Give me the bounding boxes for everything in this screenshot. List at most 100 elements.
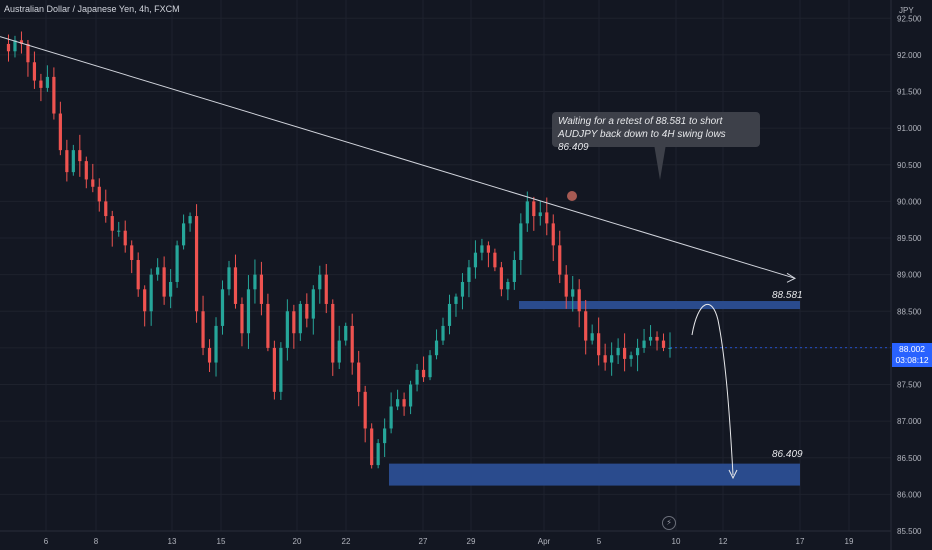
current-price-tag: 88.002 03:08:12 — [892, 343, 932, 367]
x-tick-label: 6 — [44, 537, 49, 546]
candle-body — [298, 303, 302, 334]
trendline-arrowhead — [786, 272, 797, 283]
y-tick-label: 85.500 — [897, 527, 922, 536]
candle-body — [259, 274, 264, 304]
y-tick-label: 91.000 — [897, 124, 922, 133]
candle-body — [357, 362, 361, 392]
callout-pointer — [654, 144, 666, 180]
candle-body — [499, 267, 503, 290]
candle-body — [253, 274, 257, 290]
candle-body — [603, 355, 607, 363]
trendline[interactable] — [0, 36, 797, 283]
candle-body — [117, 230, 121, 232]
candle-body — [350, 325, 354, 363]
markers — [567, 191, 577, 201]
y-tick-label: 86.500 — [897, 454, 922, 463]
candle-body — [584, 311, 588, 341]
candle-body — [396, 399, 400, 407]
y-tick-label: 89.500 — [897, 234, 922, 243]
x-tick-label: 5 — [597, 537, 602, 546]
candle-body — [668, 347, 672, 349]
candle-body — [279, 347, 283, 392]
candle-body — [538, 212, 542, 217]
projection-arrow[interactable] — [691, 303, 738, 480]
candle-body — [292, 311, 296, 334]
candle-body — [337, 340, 341, 363]
candle-body — [136, 260, 140, 290]
candle-body — [39, 80, 43, 88]
candle-body — [272, 347, 276, 392]
candle-body — [389, 406, 393, 429]
candle-body — [207, 347, 212, 363]
candle-body — [635, 347, 640, 356]
y-tick-label: 87.000 — [897, 417, 922, 426]
candle-body — [240, 303, 244, 334]
grid-lines — [0, 0, 891, 532]
candle-body — [545, 212, 549, 224]
x-tick-label: 15 — [217, 537, 226, 546]
candle-body — [78, 150, 82, 162]
candle-body — [441, 325, 445, 341]
candle-body — [311, 289, 315, 319]
x-tick-label: 29 — [467, 537, 476, 546]
candles — [6, 31, 891, 469]
candle-body — [480, 245, 484, 253]
candle-body — [181, 223, 186, 246]
candle-body — [460, 281, 465, 297]
candle-body — [629, 355, 633, 359]
candle-body — [597, 333, 601, 356]
time-axis[interactable]: 6 8 13 15 20 22 27 29 Apr 5 10 12 17 19 — [44, 537, 854, 546]
support-label: 86.409 — [772, 449, 803, 460]
candle-body — [434, 340, 439, 356]
x-tick-label: 12 — [719, 537, 728, 546]
candle-body — [6, 43, 11, 52]
projection-arrowhead — [728, 469, 738, 480]
x-tick-label: 27 — [419, 537, 428, 546]
candle-body — [214, 325, 218, 363]
candle-body — [305, 303, 309, 319]
candle-body — [610, 355, 614, 363]
candle-body — [318, 274, 322, 290]
candle-body — [370, 428, 374, 466]
resistance-zone — [519, 301, 800, 310]
candle-body — [661, 340, 666, 348]
candle-body — [648, 336, 653, 341]
candle-body — [162, 267, 166, 297]
y-tick-label: 91.500 — [897, 88, 922, 97]
candle-body — [564, 274, 568, 297]
candle-body — [65, 150, 69, 173]
candle-body — [408, 384, 413, 407]
projection-curve — [691, 303, 734, 476]
candle-body — [532, 201, 536, 217]
candle-body — [590, 333, 594, 341]
chart-title: Australian Dollar / Japanese Yen, 4h, FX… — [4, 4, 180, 14]
candle-body — [402, 399, 406, 407]
lightning-icon[interactable]: ⚡ — [662, 516, 676, 530]
y-tick-label: 88.500 — [897, 307, 922, 316]
x-tick-label: 13 — [168, 537, 177, 546]
candle-body — [415, 369, 419, 385]
price-axis[interactable]: 92.500 92.000 91.500 91.000 90.500 90.000 89.5… — [897, 14, 922, 536]
candle-body — [454, 296, 458, 304]
candle-body — [642, 340, 646, 348]
candle-body — [285, 311, 289, 348]
y-tick-label: 92.500 — [897, 14, 922, 23]
currency-label: JPY — [899, 6, 914, 15]
zones — [389, 301, 800, 486]
candle-body — [130, 245, 134, 261]
y-tick-label: 92.000 — [897, 51, 922, 60]
candle-body — [149, 274, 153, 312]
candle-body — [383, 428, 387, 444]
candle-body — [616, 347, 620, 356]
candle-body — [123, 230, 127, 246]
candle-body — [363, 391, 367, 429]
candle-body — [558, 245, 562, 275]
candle-body — [156, 267, 160, 275]
annotation-callout[interactable]: Waiting for a retest of 88.581 to short … — [552, 112, 760, 153]
candle-body — [512, 260, 516, 282]
countdown: 03:08:12 — [895, 355, 929, 365]
candle-body — [266, 303, 270, 348]
y-tick-label: 89.000 — [897, 271, 922, 280]
candle-body — [201, 311, 205, 348]
